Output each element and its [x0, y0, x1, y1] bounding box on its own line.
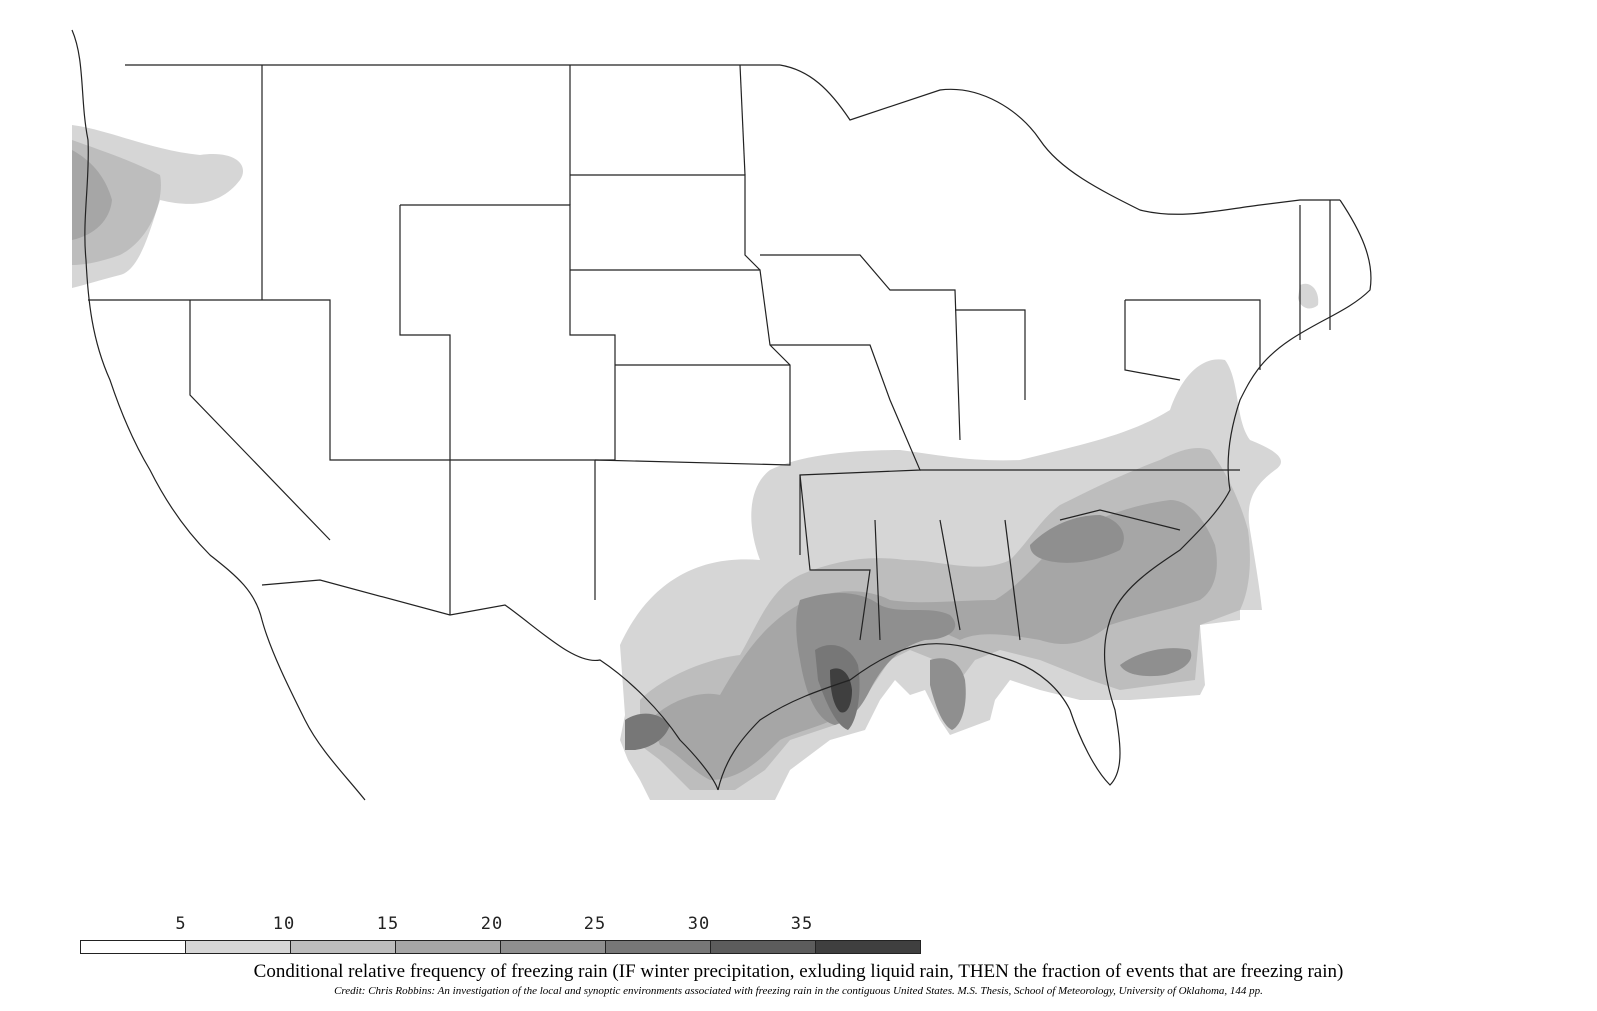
- legend-tick-label: 10: [272, 914, 296, 934]
- legend-swatch: [81, 941, 186, 953]
- map-caption: Conditional relative frequency of freezi…: [253, 961, 1344, 982]
- legend-tick-label: 20: [480, 914, 504, 934]
- legend-tick-label: 25: [583, 914, 607, 934]
- coastlines-and-borders: [71, 29, 1372, 801]
- legend-swatch: [501, 941, 606, 953]
- legend-tick-label: 15: [376, 914, 400, 934]
- credit-line: Credit: Chris Robbins: An investigation …: [334, 985, 1263, 997]
- legend-swatch: [291, 941, 396, 953]
- legend-tick-label: 30: [687, 914, 711, 934]
- freezing-rain-frequency-map: [71, 29, 1372, 801]
- legend-swatch: [606, 941, 711, 953]
- legend-color-scale: [80, 940, 921, 954]
- shading-southeast: [620, 283, 1319, 800]
- legend-swatch: [711, 941, 816, 953]
- legend-swatch: [396, 941, 501, 953]
- legend-tick-label: 5: [175, 914, 187, 934]
- shading-pacific-northwest: [72, 125, 244, 288]
- legend-swatch: [816, 941, 920, 953]
- legend-tick-label: 35: [790, 914, 814, 934]
- legend-swatch: [186, 941, 291, 953]
